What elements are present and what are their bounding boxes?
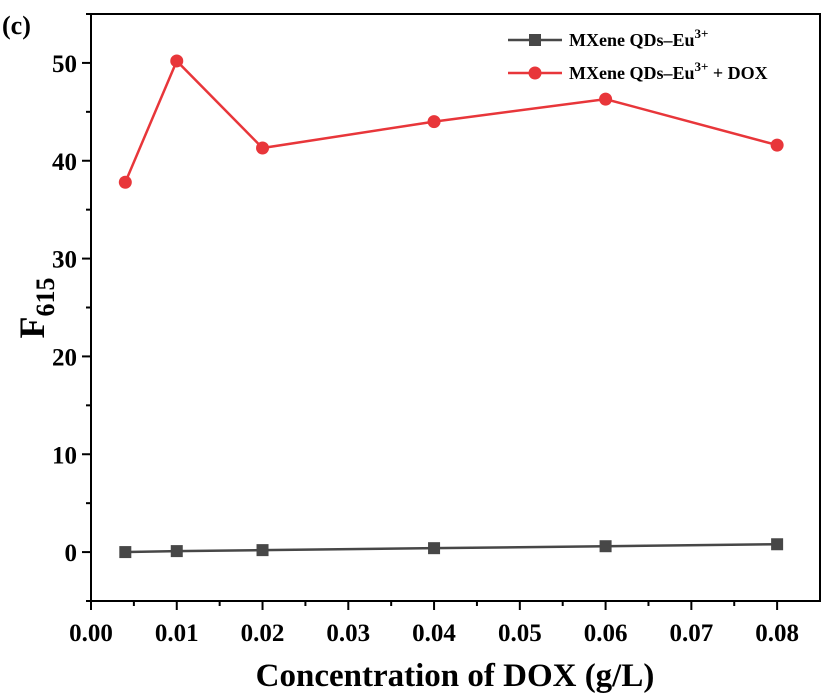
- x-tick-label: 0.04: [412, 620, 456, 647]
- data-point-series-1: [428, 542, 441, 555]
- data-point-series-1: [119, 546, 132, 559]
- axis-ticks: 0.00 0.01 0.02 0.03 0.04 0.05 0.06 0.07 0.08 0 10 2…: [52, 13, 799, 647]
- panel-label: (c): [2, 11, 31, 40]
- y-tick-label: 30: [52, 247, 77, 274]
- svg-text:F615: F615: [12, 278, 60, 339]
- data-point-series-2: [770, 138, 784, 152]
- y-axis-title-main: F: [12, 317, 52, 339]
- x-tick-label: 0.00: [69, 620, 113, 647]
- data-point-series-2: [118, 175, 132, 189]
- series-line-2: [124, 58, 778, 183]
- series-layer: [118, 54, 784, 559]
- x-tick-label: 0.02: [241, 620, 285, 647]
- y-tick-label: 0: [65, 540, 78, 567]
- x-tick-label: 0.03: [326, 620, 370, 647]
- legend-marker-2: [528, 66, 542, 80]
- plot-frame: [90, 13, 821, 602]
- data-point-series-1: [256, 544, 269, 557]
- data-point-series-2: [170, 54, 184, 68]
- x-tick-label: 0.01: [155, 620, 199, 647]
- y-axis-title-subscript: 615: [31, 278, 60, 317]
- x-tick-label: 0.08: [755, 620, 799, 647]
- x-axis-title: Concentration of DOX (g/L): [256, 658, 655, 694]
- y-tick-label: 40: [52, 149, 77, 176]
- data-point-series-2: [256, 141, 270, 155]
- legend-label-1: MXene QDs–Eu3+: [569, 26, 708, 50]
- data-point-series-2: [427, 115, 441, 129]
- data-point-series-1: [170, 545, 183, 558]
- legend-label-2: MXene QDs–Eu3+ + DOX: [569, 59, 768, 83]
- data-point-series-1: [599, 540, 612, 553]
- data-point-series-2: [599, 92, 613, 106]
- y-tick-label: 50: [52, 51, 77, 78]
- legend: MXene QDs–Eu3+ MXene QDs–Eu3+ + DOX: [508, 26, 768, 83]
- x-tick-label: 0.05: [498, 620, 542, 647]
- series-line-1: [125, 543, 778, 554]
- legend-marker-1: [529, 34, 541, 46]
- x-tick-label: 0.07: [669, 620, 713, 647]
- y-axis-title: F615: [12, 278, 60, 339]
- x-tick-label: 0.06: [584, 620, 628, 647]
- y-tick-label: 10: [52, 442, 77, 469]
- y-tick-label: 20: [52, 344, 77, 371]
- data-point-series-1: [771, 538, 784, 551]
